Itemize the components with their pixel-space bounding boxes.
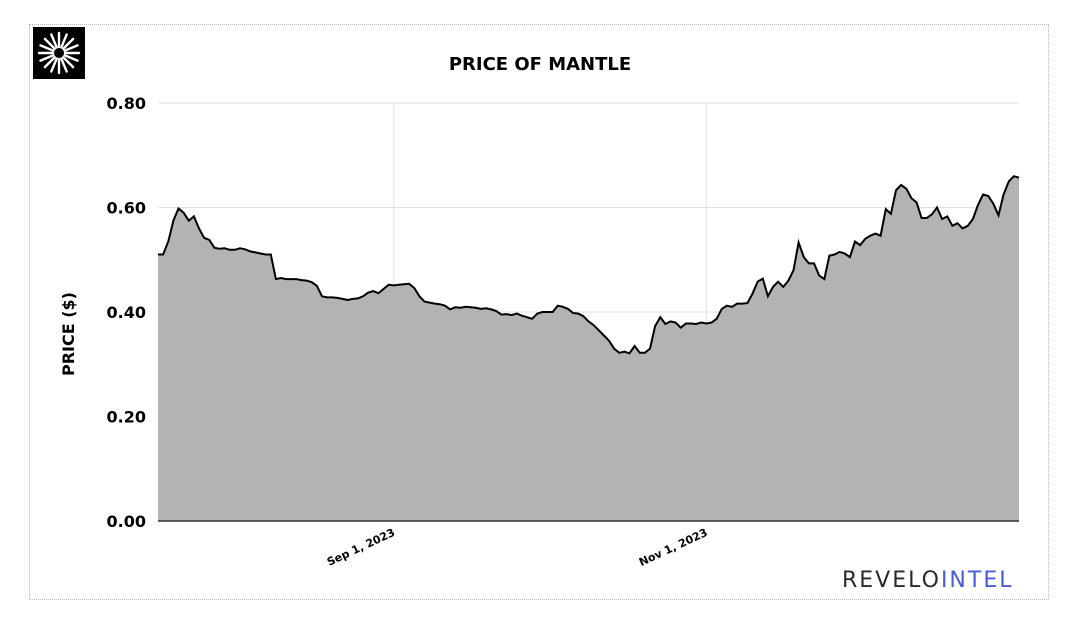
y-tick-label: 0.00 xyxy=(107,512,146,531)
brand-logo: REVELOINTEL xyxy=(842,568,1013,593)
logo xyxy=(33,27,85,79)
x-tick-labels: Sep 1, 2023 Nov 1, 2023 xyxy=(325,526,710,569)
y-tick-label: 0.40 xyxy=(107,303,146,322)
y-tick-labels: 0.00 0.20 0.40 0.60 0.80 xyxy=(107,94,146,531)
chart-frame xyxy=(29,24,1049,600)
logo-ray xyxy=(50,33,58,49)
logo-ray xyxy=(50,57,58,73)
logo-ray xyxy=(39,54,55,62)
x-tick-label: Nov 1, 2023 xyxy=(637,526,710,569)
logo-ray xyxy=(60,33,68,49)
logo-ray xyxy=(43,37,56,50)
price-line xyxy=(158,175,1020,355)
logo-ray xyxy=(63,54,79,62)
logo-ray xyxy=(62,37,75,50)
y-axis-label: PRICE ($) xyxy=(59,292,78,376)
y-tick-label: 0.80 xyxy=(107,94,146,113)
logo-ray xyxy=(43,56,56,69)
y-tick-label: 0.60 xyxy=(107,199,146,218)
brand-part-1: REVELO xyxy=(842,568,941,593)
logo-ray xyxy=(62,56,75,69)
logo-ray xyxy=(39,44,55,52)
chart-title: PRICE OF MANTLE xyxy=(449,54,631,75)
price-area xyxy=(158,176,1019,521)
starburst-icon xyxy=(37,31,81,75)
logo-ray xyxy=(60,57,68,73)
logo-ray xyxy=(63,44,79,52)
y-tick-label: 0.20 xyxy=(107,408,146,427)
brand-part-2: INTEL xyxy=(940,568,1014,593)
x-tick-label: Sep 1, 2023 xyxy=(325,526,397,569)
